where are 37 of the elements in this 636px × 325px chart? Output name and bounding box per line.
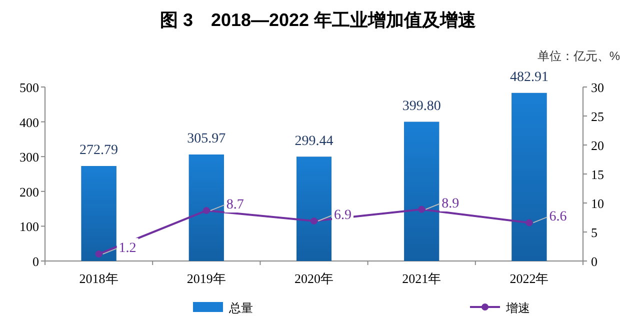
y-tick-label: 500 [20, 80, 39, 95]
point [202, 207, 210, 214]
y2-tick-label: 20 [591, 138, 604, 153]
x-tick-label: 2018年 [79, 271, 118, 286]
y2-tick-label: 15 [591, 167, 604, 182]
data-label: 482.91 [510, 70, 548, 85]
data-label: 6.6 [549, 210, 567, 225]
y-tick-label: 100 [20, 219, 39, 234]
x-tick-label: 2019年 [186, 271, 226, 286]
point [95, 250, 102, 258]
y2-tick-label: 25 [591, 109, 604, 124]
y2-tick-label: 30 [591, 80, 604, 95]
point [418, 206, 426, 213]
data-label: 8.7 [226, 198, 244, 213]
x-tick-label: 2021年 [402, 271, 442, 286]
y2-tick-label: 10 [591, 196, 604, 211]
y-tick-label: 200 [20, 184, 39, 200]
text: 单位：亿元、% [537, 49, 620, 63]
data-label: 399.80 [402, 98, 441, 114]
data-label: 299.44 [294, 134, 334, 149]
y-tick-label: 400 [20, 114, 39, 130]
chart-title: 图 3 2018—2022 年工业增加值及增速 [160, 10, 476, 30]
x-tick-label: 2022年 [510, 271, 549, 286]
point [526, 219, 533, 226]
data-label: 6.9 [334, 208, 352, 223]
y-tick-label: 300 [20, 150, 39, 165]
data-label: 1.2 [118, 241, 136, 256]
point [310, 217, 318, 224]
legend-label: 总量 [228, 301, 253, 315]
data-label: 8.9 [442, 196, 460, 212]
y-tick-label: 0 [32, 254, 39, 269]
data-label: 272.79 [80, 143, 118, 158]
x-tick-label: 2020年 [294, 271, 334, 286]
y2-tick-label: 0 [591, 254, 598, 269]
y2-tick-label: 5 [591, 225, 598, 240]
legend-label: 增速 [505, 301, 530, 315]
data-label: 305.97 [187, 132, 226, 147]
